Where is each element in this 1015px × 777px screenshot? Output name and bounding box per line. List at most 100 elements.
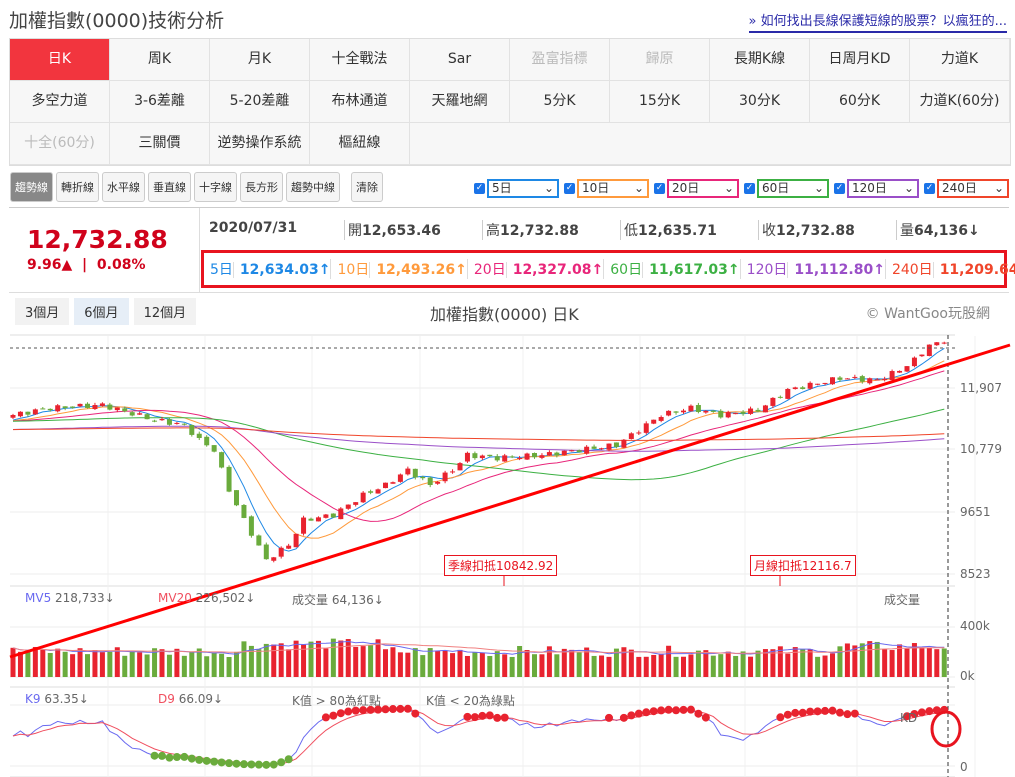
- menu-item[interactable]: 樞紐線: [310, 123, 410, 165]
- menu-item[interactable]: 5分K: [510, 81, 610, 123]
- mv20-label: MV20 226,502↓: [158, 591, 255, 605]
- volume-bar: [554, 654, 560, 677]
- menu-item[interactable]: 日周月KD: [810, 39, 910, 81]
- period-tab[interactable]: 3個月: [15, 298, 70, 325]
- menu-item[interactable]: 布林通道: [310, 81, 410, 123]
- menu-item[interactable]: 十全戰法: [310, 39, 410, 81]
- volume-bar: [815, 656, 821, 677]
- candle: [159, 419, 165, 421]
- k-overbought-dot: [798, 708, 807, 717]
- menu-item[interactable]: 3-6差離: [110, 81, 210, 123]
- menu-item[interactable]: 5-20差離: [210, 81, 310, 123]
- volume-bar: [584, 647, 590, 677]
- menu-item[interactable]: 力道K: [910, 39, 1010, 81]
- menu-item[interactable]: 三關價: [110, 123, 210, 165]
- checkbox[interactable]: ✓: [564, 183, 575, 194]
- menu-item[interactable]: 天羅地網: [410, 81, 510, 123]
- volume-bar: [308, 641, 314, 677]
- volume-bar: [733, 655, 739, 677]
- volume-bar: [47, 652, 53, 677]
- tool-button[interactable]: 趨勢線: [10, 172, 53, 202]
- candle: [166, 419, 172, 425]
- volume-bar: [561, 648, 567, 677]
- k-overbought-dot: [664, 705, 673, 714]
- k-overbought-dot: [694, 709, 703, 718]
- ma-select[interactable]: 10日 ⌄: [577, 179, 649, 198]
- candle: [226, 466, 232, 492]
- menu-item[interactable]: 歸原: [610, 39, 710, 81]
- volume-bar: [360, 646, 366, 677]
- k-overbought-dot: [932, 706, 941, 715]
- candle: [703, 410, 709, 413]
- period-tab[interactable]: 6個月: [74, 298, 129, 325]
- checkbox[interactable]: ✓: [834, 183, 845, 194]
- volume-bar: [636, 656, 642, 677]
- kd-title: KD: [900, 711, 918, 725]
- clear-button[interactable]: 清除: [351, 172, 383, 202]
- article-link[interactable]: » 如何找出長線保護短線的股票？以瘋狂的...: [748, 10, 1007, 33]
- k-overbought-dot: [634, 709, 643, 718]
- k9-key: K9: [25, 692, 41, 706]
- tool-button[interactable]: 轉折線: [56, 172, 99, 202]
- candle: [144, 414, 150, 420]
- k-overbought-dot: [359, 706, 368, 715]
- candle: [666, 410, 672, 416]
- volume-bar: [241, 641, 247, 677]
- menu-empty-cell: [410, 123, 510, 165]
- menu-item[interactable]: 長期K線: [710, 39, 810, 81]
- k9-label: K9 63.35↓: [25, 692, 89, 706]
- k-overbought-dot: [403, 704, 412, 713]
- menu-item[interactable]: 60分K: [810, 81, 910, 123]
- volume-bar: [613, 648, 619, 677]
- menu-item[interactable]: 30分K: [710, 81, 810, 123]
- checkbox[interactable]: ✓: [474, 183, 485, 194]
- menu-item[interactable]: 十全(60分): [10, 123, 110, 165]
- ma-select[interactable]: 5日 ⌄: [487, 179, 559, 198]
- candle: [897, 370, 903, 373]
- candle: [539, 455, 545, 458]
- candle: [651, 419, 657, 424]
- tool-button[interactable]: 垂直線: [148, 172, 191, 202]
- chevron-down-icon: ⌄: [903, 181, 914, 195]
- volume-bar: [673, 656, 679, 677]
- menu-item[interactable]: 日K: [10, 39, 110, 81]
- menu-item[interactable]: 多空力道: [10, 81, 110, 123]
- ma-select[interactable]: 240日 ⌄: [937, 179, 1009, 198]
- menu-item[interactable]: 月K: [210, 39, 310, 81]
- volume-bar: [487, 655, 493, 677]
- candle: [10, 414, 16, 418]
- ma-select[interactable]: 20日 ⌄: [667, 179, 739, 198]
- candle: [323, 514, 329, 518]
- volume-bar: [137, 652, 143, 677]
- menu-item[interactable]: 力道K(60分): [910, 81, 1010, 123]
- volume-bar: [658, 653, 664, 677]
- candle: [99, 403, 105, 406]
- chevron-down-icon: ⌄: [543, 181, 554, 195]
- candle: [554, 452, 560, 456]
- tool-button[interactable]: 水平線: [102, 172, 145, 202]
- candle: [450, 471, 456, 473]
- tool-button[interactable]: 長方形: [240, 172, 283, 202]
- menu-item[interactable]: 周K: [110, 39, 210, 81]
- menu-item[interactable]: 15分K: [610, 81, 710, 123]
- ma-select[interactable]: 120日 ⌄: [847, 179, 919, 198]
- menu-item[interactable]: Sar: [410, 39, 510, 81]
- menu-item[interactable]: 逆勢操作系統: [210, 123, 310, 165]
- y-tick: 10,779: [960, 442, 1002, 456]
- tool-button[interactable]: 趨勢中線: [286, 172, 340, 202]
- ma-select[interactable]: 60日 ⌄: [757, 179, 829, 198]
- k-overbought-dot: [470, 713, 479, 722]
- volume-bar: [576, 652, 582, 677]
- volume-bar: [837, 646, 843, 677]
- checkbox[interactable]: ✓: [924, 183, 935, 194]
- volume-bar: [889, 650, 895, 677]
- checkbox[interactable]: ✓: [654, 183, 665, 194]
- checkbox[interactable]: ✓: [744, 183, 755, 194]
- k-overbought-dot: [649, 707, 658, 716]
- tool-button[interactable]: 十字線: [194, 172, 237, 202]
- period-tab[interactable]: 12個月: [133, 298, 197, 325]
- volume-bar: [874, 641, 880, 677]
- menu-item[interactable]: 盈富指標: [510, 39, 610, 81]
